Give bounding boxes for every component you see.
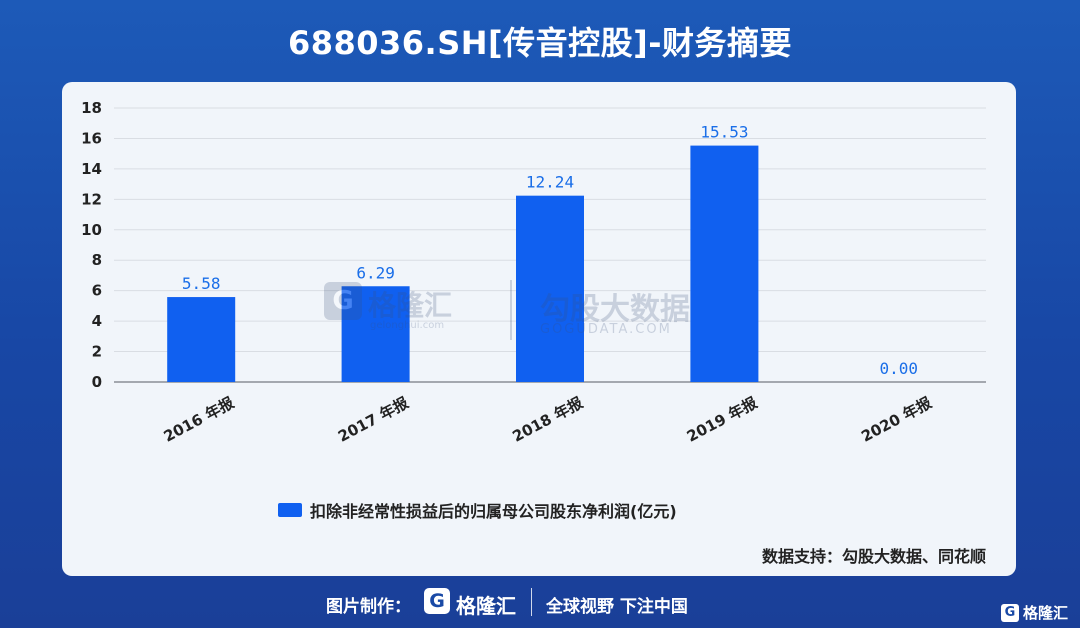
footer: 图片制作： G 格隆汇 全球视野 下注中国 — [0, 586, 1080, 622]
x-tick-label: 2019 年报 — [684, 394, 760, 446]
legend-label: 扣除非经常性损益后的归属母公司股东净利润(亿元) — [310, 502, 677, 521]
footer-label: 图片制作： — [326, 597, 411, 617]
footer-brand: 格隆汇 — [456, 594, 516, 618]
corner-logo-icon: G — [1000, 603, 1019, 622]
footer-slogan: 全球视野 下注中国 — [546, 597, 688, 617]
corner-brand: G 格隆汇 — [1000, 602, 1068, 623]
bar — [516, 195, 584, 382]
y-tick-label: 0 — [92, 373, 102, 391]
y-tick-label: 6 — [92, 282, 102, 300]
bar-value-label: 12.24 — [526, 173, 574, 192]
y-tick-label: 18 — [81, 99, 102, 117]
bar-value-label: 15.53 — [700, 123, 748, 142]
chart-legend: 扣除非经常性损益后的归属母公司股东净利润(亿元) — [278, 498, 677, 522]
page-title: 688036.SH[传音控股]-财务摘要 — [287, 24, 793, 62]
corner-brand-text: 格隆汇 — [1022, 604, 1068, 622]
y-tick-label: 4 — [92, 312, 102, 330]
bar — [167, 297, 236, 382]
chart-panel: 0 2 4 6 8 10 12 14 16 18 5.58 2016 年报 6.29 2017 年报 12.… — [62, 82, 1016, 576]
y-tick-label: 8 — [92, 251, 102, 269]
x-tick-label: 2017 年报 — [335, 394, 411, 446]
gelonghui-logo-icon: G — [424, 588, 450, 614]
y-tick-label: 14 — [81, 160, 102, 178]
y-tick-label: 12 — [81, 190, 102, 208]
y-tick-label: 16 — [81, 129, 102, 147]
bar-value-label: 5.58 — [182, 274, 221, 293]
bar-value-label: 6.29 — [356, 263, 395, 282]
bar-chart: 0 2 4 6 8 10 12 14 16 18 5.58 2016 年报 6.29 2017 年报 12.… — [81, 99, 986, 446]
footer-divider — [531, 588, 532, 616]
bar — [341, 286, 410, 382]
x-tick-label: 2016 年报 — [161, 394, 237, 446]
x-tick-label: 2020 年报 — [858, 394, 934, 446]
y-tick-label: 10 — [81, 221, 102, 239]
data-source: 数据支持：勾股大数据、同花顺 — [761, 547, 986, 566]
bar — [690, 145, 759, 382]
legend-swatch — [278, 503, 302, 517]
x-tick-label: 2018 年报 — [509, 394, 585, 446]
bar-value-label: 0.00 — [880, 359, 919, 378]
y-tick-label: 2 — [92, 343, 102, 361]
